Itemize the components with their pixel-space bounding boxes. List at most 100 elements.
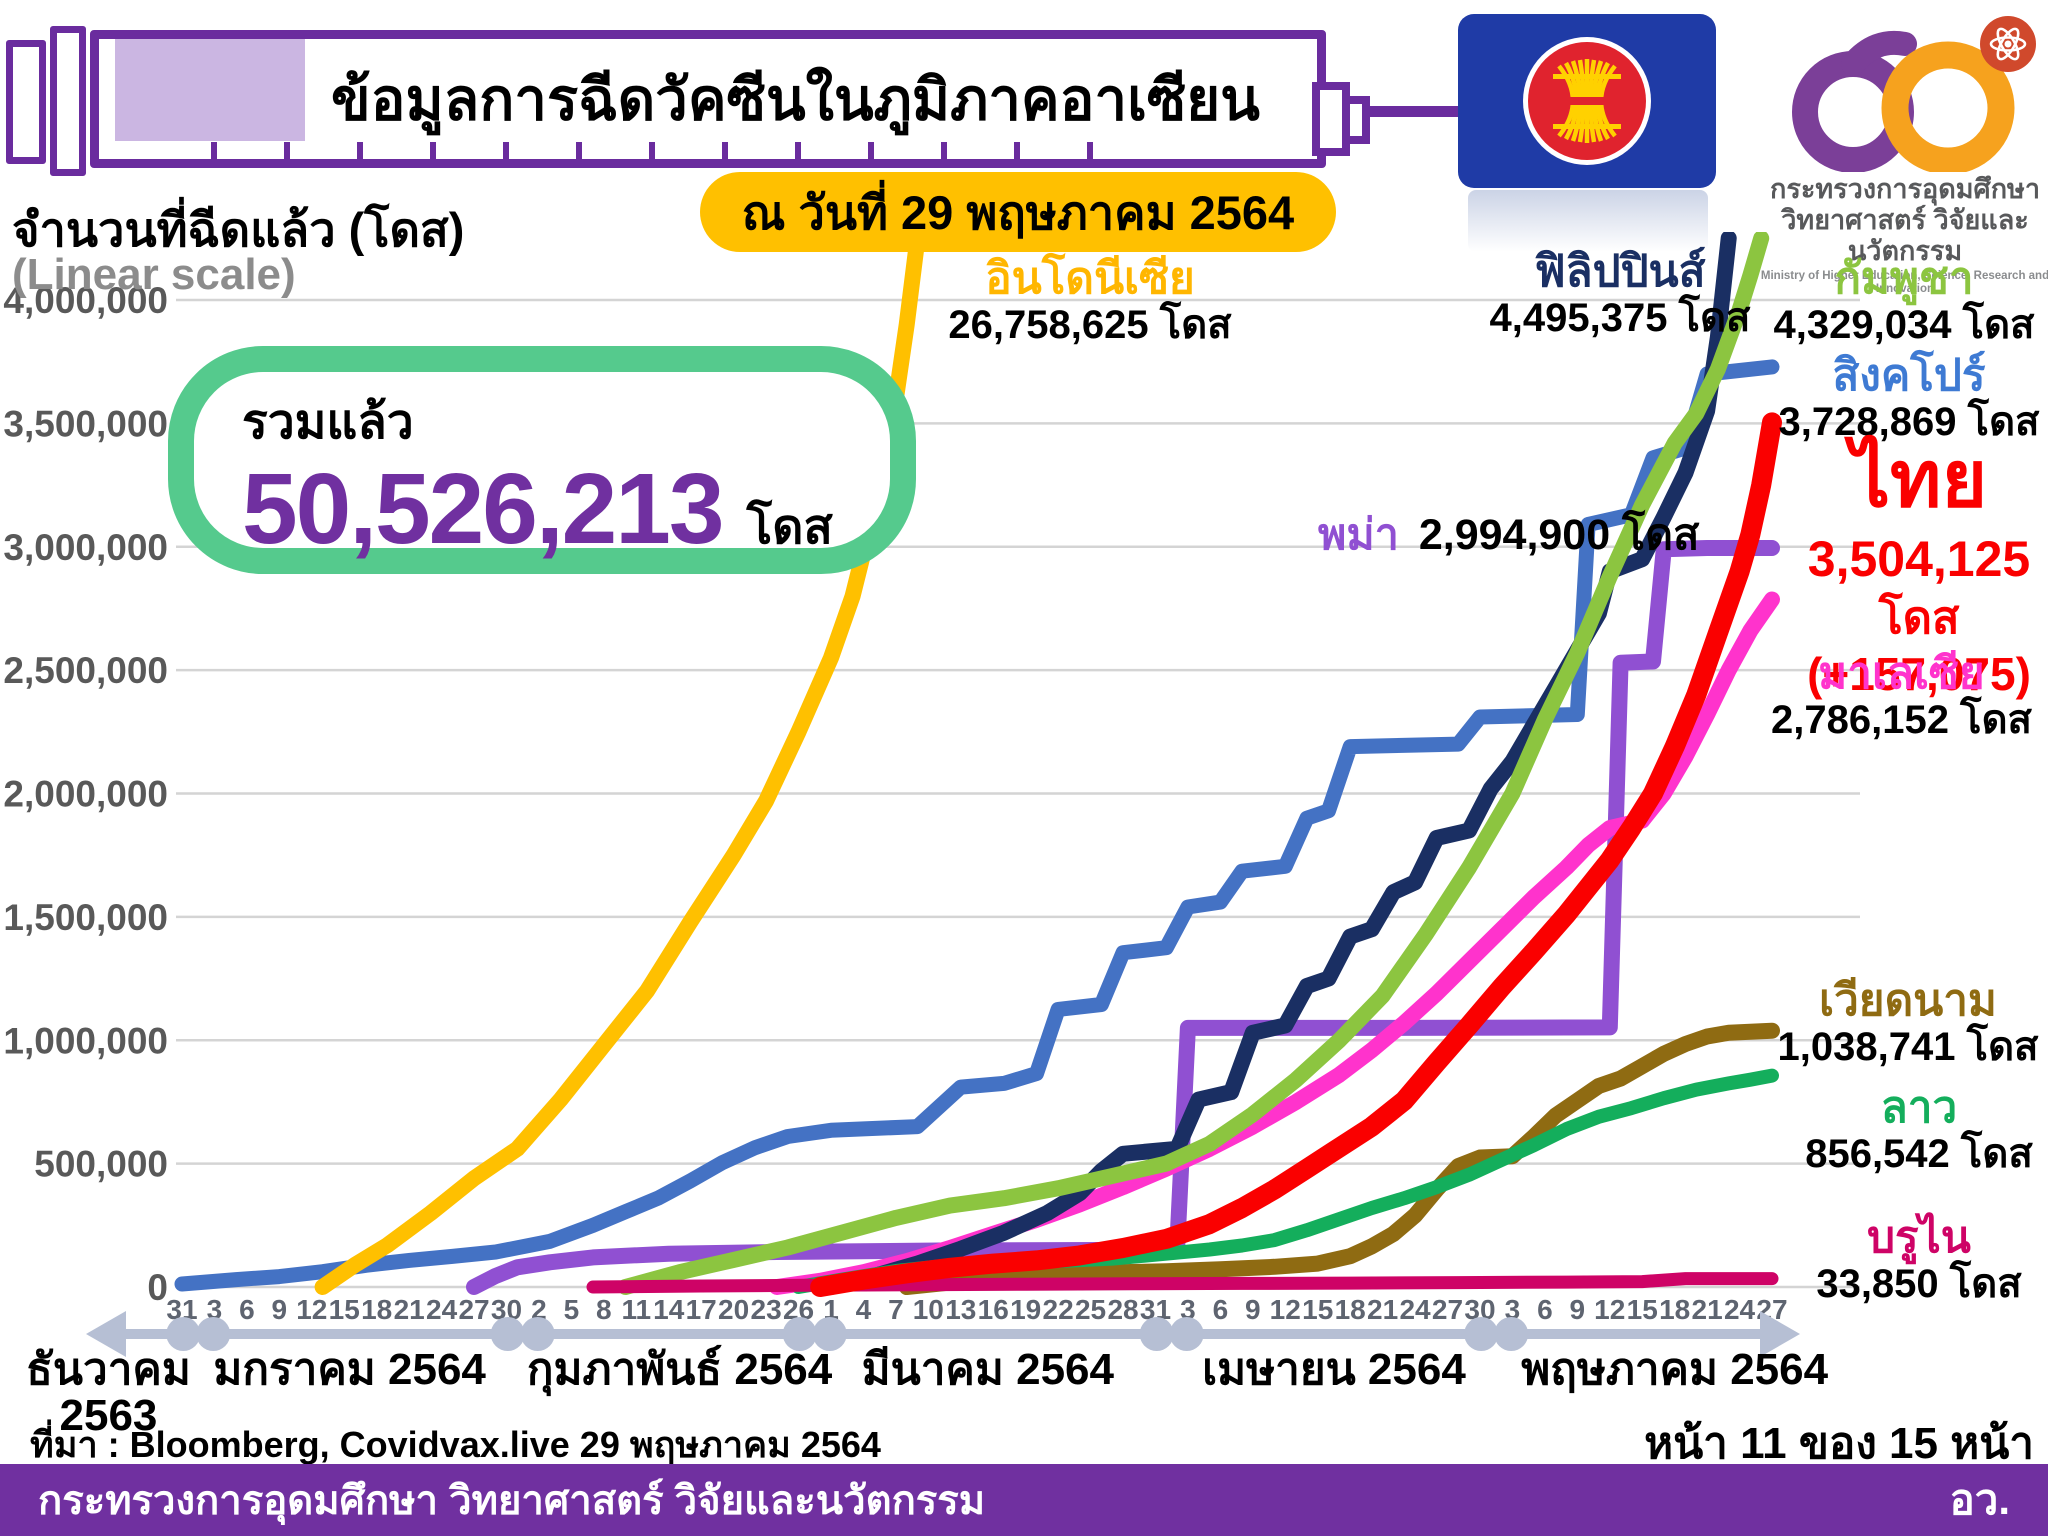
x-axis-tick-label: 2 [531,1294,547,1325]
y-axis-tick-label: 3,000,000 [3,527,168,568]
syringe-ruler-tick [649,142,655,159]
series-line-brunei [586,1272,1779,1294]
x-axis-tick-label: 21 [394,1294,425,1325]
x-axis-tick-label: 15 [329,1294,360,1325]
x-axis-tick-label: 24 [426,1294,458,1325]
syringe-ruler-tick [941,142,947,159]
country-value-philippines: 4,495,375 โดส [1489,296,1751,341]
country-name-myanmar: พม่า [1318,511,1399,559]
x-axis-tick-label: 24 [1724,1294,1756,1325]
footer-abbrev: อว. [1949,1476,2010,1523]
month-boundary-marker [1464,1317,1499,1351]
x-axis-tick-label: 27 [458,1294,489,1325]
x-axis-tick-label: 3 [1180,1294,1196,1325]
x-axis-tick-label: 11 [621,1294,651,1325]
month-boundary-marker [812,1317,847,1351]
syringe-ruler-tick [284,142,290,159]
annotation-indonesia: อินโดนีเซีย 26,758,625 โดส [880,254,1300,348]
annotation-philippines: ฟิลิปปินส์ 4,495,375 โดส [1420,247,1820,341]
timeline-arrow-left-icon [86,1311,126,1357]
x-axis-tick-label: 10 [913,1294,944,1325]
y-axis-title: จำนวนที่ฉีดแล้ว (โดส) [12,203,465,256]
annotation-singapore: สิงคโปร์ 3,728,869 โดส [1770,351,2048,445]
x-axis-tick-label: 30 [1464,1294,1495,1325]
syringe-ruler-tick [503,142,509,159]
annotation-myanmar: พม่า 2,994,900 โดส [1318,500,1699,568]
country-value-brunei: 33,850 โดส [1816,1262,2022,1307]
series-line-laos [791,1068,1779,1294]
x-axis-tick-label: 1 [823,1294,839,1325]
series-line-myanmar [466,540,1780,1295]
total-doses-badge: รวมแล้ว 50,526,213 โดส [168,346,916,574]
footer-ministry: กระทรวงการอุดมศึกษา วิทยาศาสตร์ วิจัยและ… [38,1479,986,1523]
timeline-arrow-right-icon [1760,1311,1800,1357]
atom-icon [1980,16,2036,72]
month-boundary-marker [782,1317,817,1351]
series-line-vietnam [898,1022,1780,1295]
asean-flag-icon [1458,14,1716,188]
syringe-ruler-tick [357,142,363,159]
month-label: มีนาคม 2564 [862,1345,1115,1394]
ministry-th-line2: วิทยาศาสตร์ วิจัยและนวัตกรรม [1781,205,2029,267]
month-label: ธันวาคม [26,1345,191,1394]
syringe-ruler-tick [868,142,874,159]
x-axis-tick-label: 15 [1302,1294,1333,1325]
x-axis-tick-label: 26 [783,1294,814,1325]
country-value-singapore: 3,728,869 โดส [1778,400,2040,445]
syringe-ruler-tick [1014,142,1020,159]
x-axis-tick-label: 31 [166,1294,197,1325]
y-axis-tick-label: 2,000,000 [3,774,168,815]
country-name-philippines: ฟิลิปปินส์ [1534,247,1706,296]
month-boundary-marker [166,1317,201,1351]
country-name-cambodia: กัมพูชา [1834,254,1974,303]
footer-bar: กระทรวงการอุดมศึกษา วิทยาศาสตร์ วิจัยและ… [0,1464,2048,1536]
syringe-ruler-tick [430,142,436,159]
country-value-thailand: 3,504,125 [1807,531,2031,587]
country-value-vietnam: 1,038,741 โดส [1777,1025,2039,1070]
syringe-fill [115,39,305,141]
country-unit-thailand: โดส [1878,592,1960,643]
x-axis-tick-label: 18 [1335,1294,1366,1325]
month-boundary-marker [490,1317,525,1351]
month-label: มกราคม 2564 [213,1345,486,1394]
country-name-vietnam: เวียดนาม [1819,976,1997,1025]
annotation-vietnam: เวียดนาม 1,038,741 โดส [1768,976,2048,1070]
x-axis-tick-label: 24 [1399,1294,1431,1325]
country-value-myanmar: 2,994,900 โดส [1418,511,1700,559]
x-axis-tick-label: 12 [296,1294,327,1325]
x-axis-tick-label: 27 [1432,1294,1463,1325]
source-note: ที่มา : Bloomberg, Covidvax.live 29 พฤษภ… [30,1424,881,1465]
x-axis-tick-label: 21 [1367,1294,1398,1325]
total-unit: โดส [746,501,833,554]
month-boundary-marker [1494,1317,1529,1351]
page-title: ข้อมูลการฉีดวัคซีนในภูมิภาคอาเซียน [331,67,1260,133]
month-boundary-marker [1139,1317,1174,1351]
syringe-plunger-icon [50,26,86,176]
x-axis-tick-label: 9 [272,1294,288,1325]
x-axis-tick-label: 13 [945,1294,976,1325]
syringe-hub2-icon [1342,96,1370,144]
country-name-singapore: สิงคโปร์ [1832,351,1986,400]
annotation-brunei: บรูไน 33,850 โดส [1790,1213,2048,1307]
x-axis-tick-label: 18 [361,1294,392,1325]
country-value-cambodia: 4,329,034 โดส [1773,303,2035,348]
country-value-malaysia: 2,786,152 โดส [1771,698,2032,743]
syringe-ruler-tick [1087,142,1093,159]
syringe-barrel: ข้อมูลการฉีดวัคซีนในภูมิภาคอาเซียน [90,30,1326,168]
x-axis-tick-label: 9 [1245,1294,1261,1325]
country-delta-thailand: (+157,075) [1807,647,2031,700]
syringe-ruler-tick [211,142,217,159]
x-axis-tick-label: 22 [1043,1294,1074,1325]
month-boundary-marker [1169,1317,1204,1351]
y-axis-tick-label: 500,000 [34,1144,168,1185]
annotation-thailand: ไทย 3,504,125 โดส (+157,075) [1790,440,2048,699]
annotation-malaysia: มาเลเซีย 2,786,152 โดส [1755,649,2048,743]
x-axis-tick-label: 19 [1010,1294,1041,1325]
country-name-brunei: บรูไน [1867,1213,1971,1262]
syringe-ruler-tick [722,142,728,159]
country-value-laos: 856,542 โดส [1805,1132,2033,1177]
x-axis-tick-label: 16 [978,1294,1009,1325]
country-value-indonesia: 26,758,625 โดส [948,303,1232,348]
syringe-needle-icon [1362,106,1464,117]
ministry-th-line1: กระทรวงการอุดมศึกษา [1770,174,2040,204]
